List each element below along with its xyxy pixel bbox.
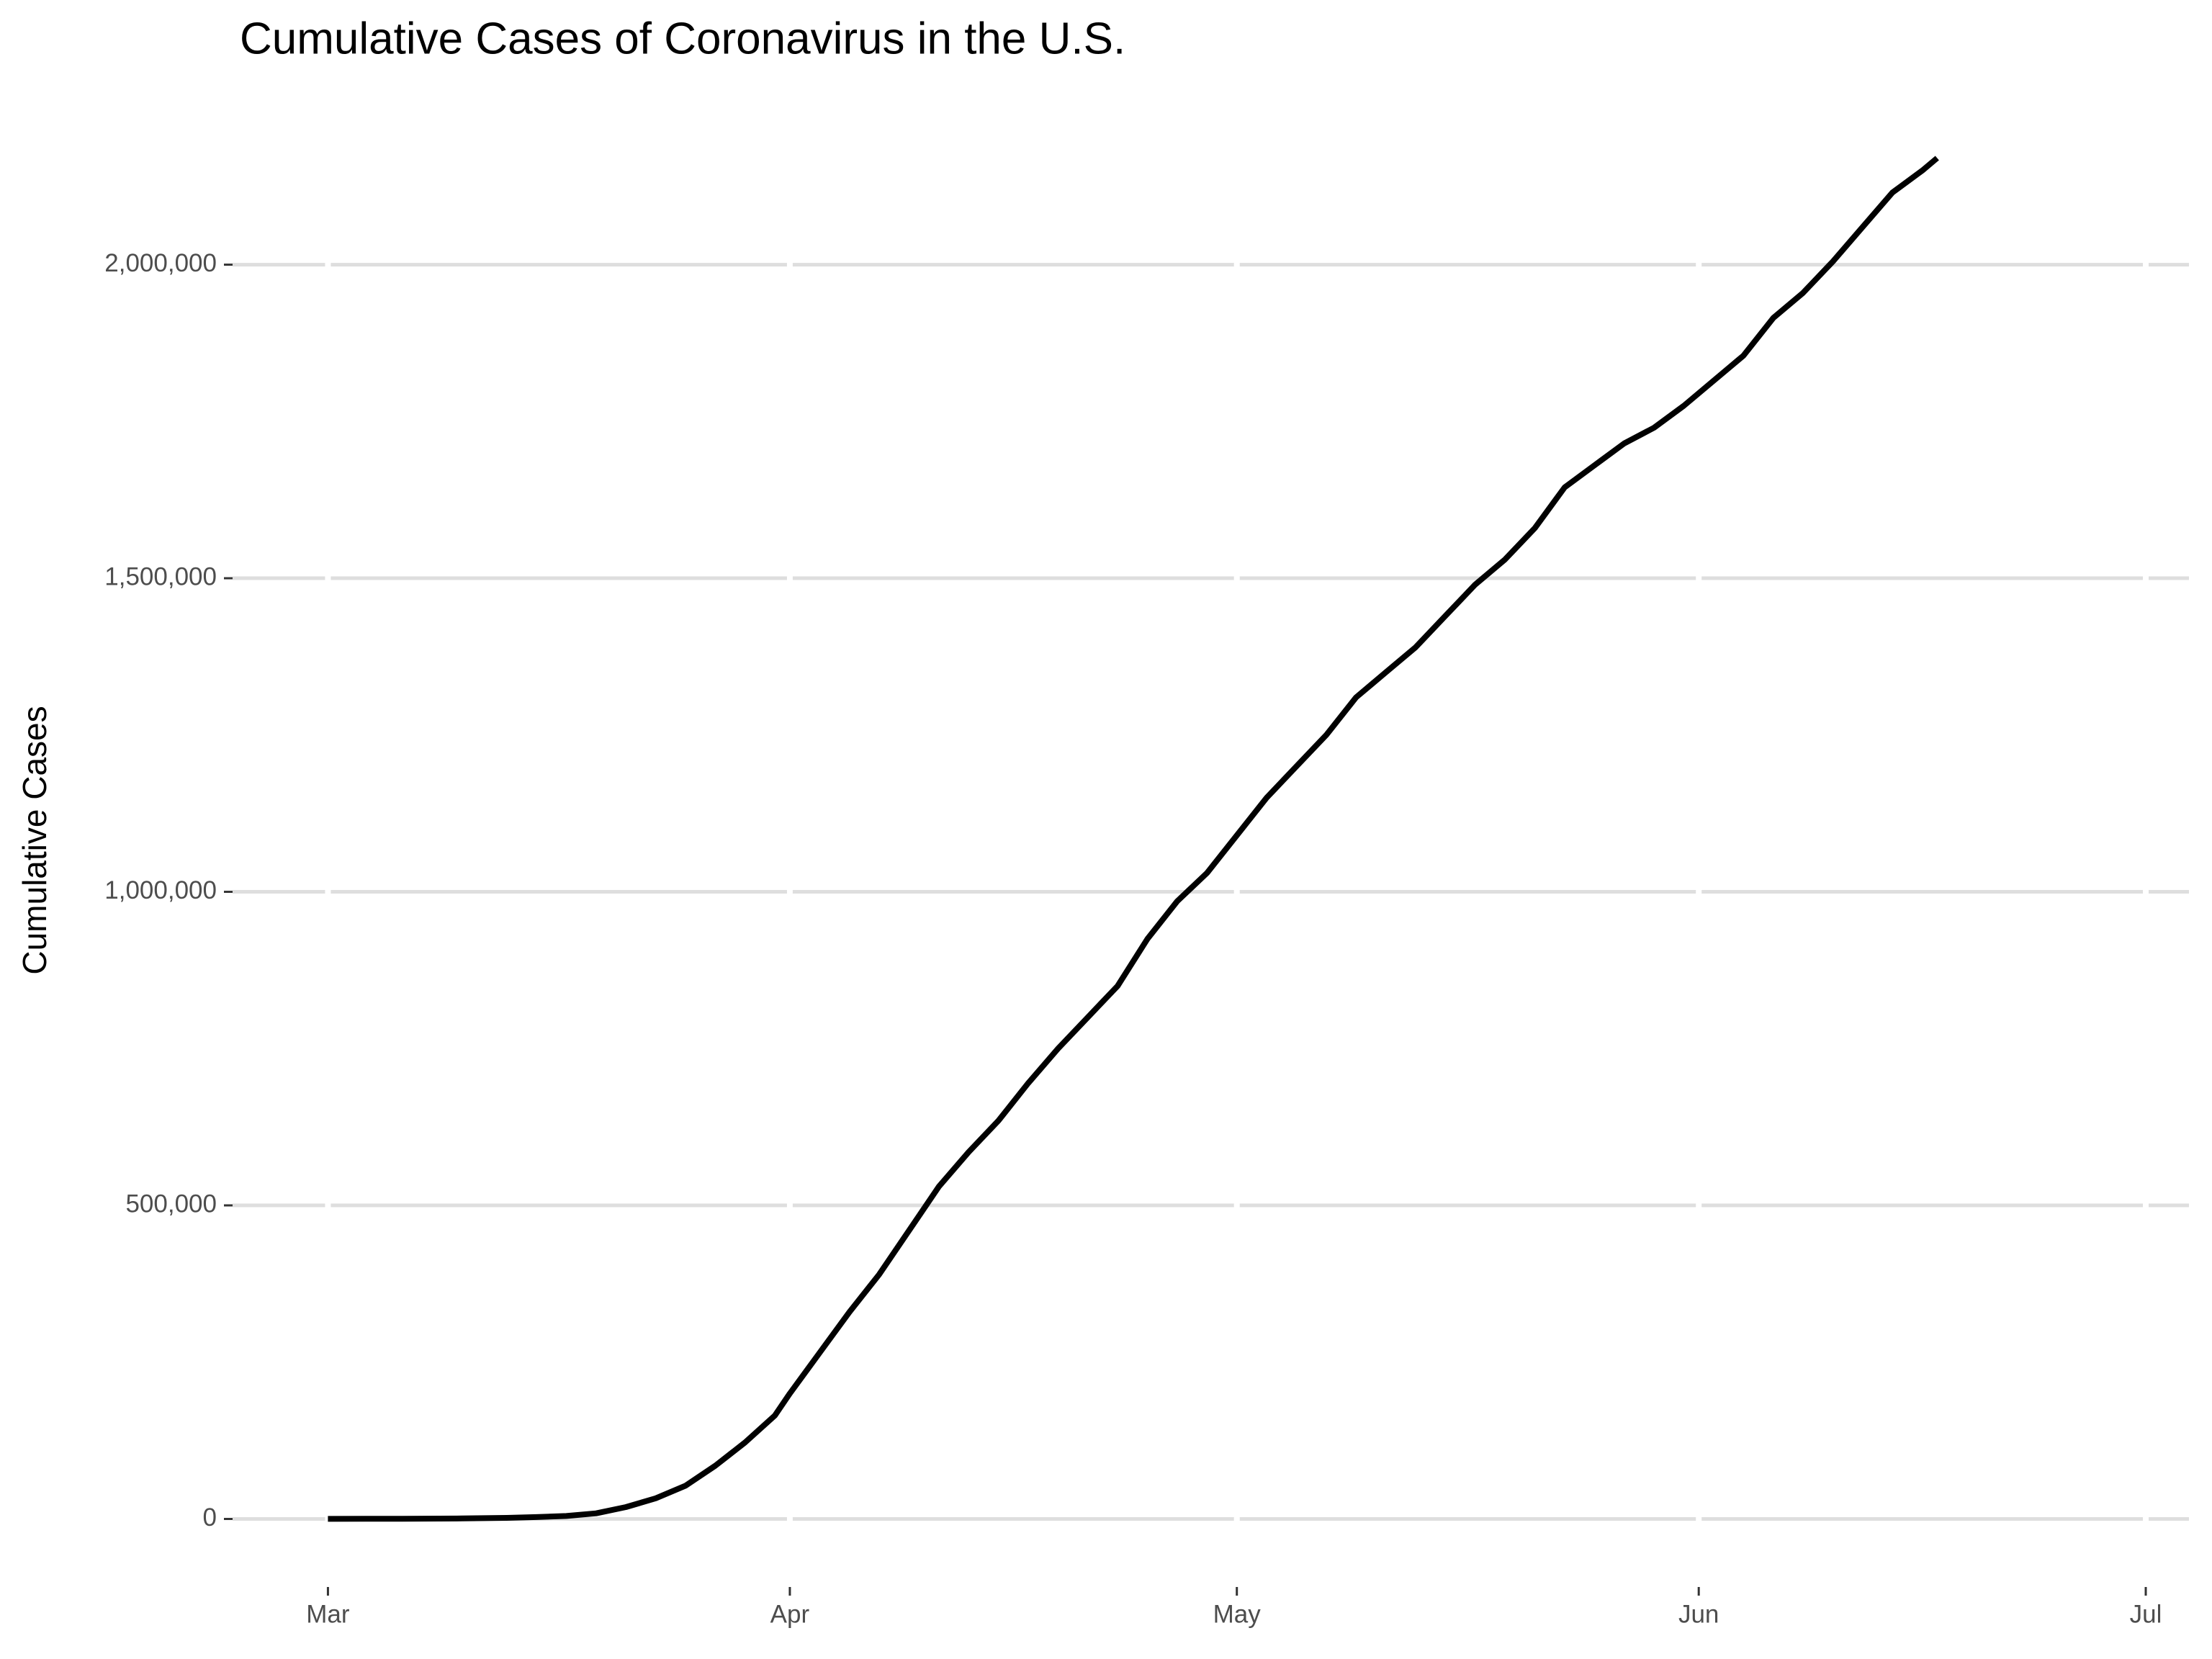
- y-axis-title: Cumulative Cases: [16, 706, 53, 974]
- y-tick-label: 2,000,000: [104, 249, 217, 277]
- x-tick-label: May: [1213, 1600, 1262, 1628]
- y-tick-label: 500,000: [125, 1190, 217, 1218]
- x-tick-label: Jun: [1678, 1600, 1719, 1628]
- x-tick-label: Apr: [770, 1600, 810, 1628]
- y-tick-label: 0: [203, 1503, 217, 1532]
- chart-title: Cumulative Cases of Coronavirus in the U…: [240, 14, 1125, 63]
- x-tick-label: Jul: [2130, 1600, 2162, 1628]
- y-tick-label: 1,000,000: [104, 876, 217, 904]
- data-line: [328, 156, 1939, 1522]
- y-tick-label: 1,500,000: [104, 562, 217, 590]
- x-tick-label: Mar: [306, 1600, 350, 1628]
